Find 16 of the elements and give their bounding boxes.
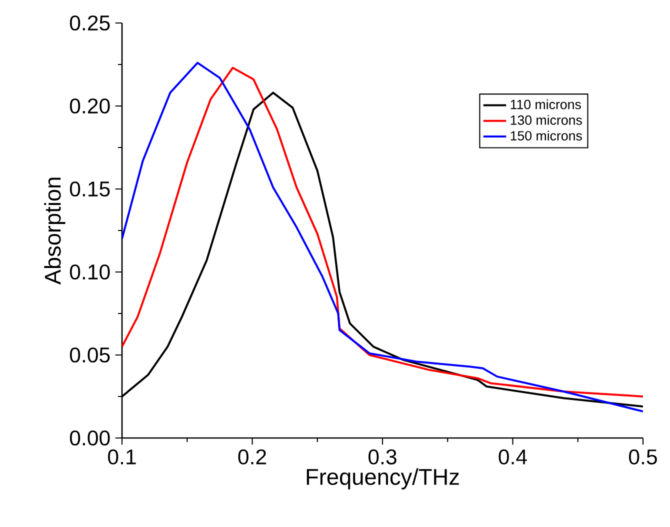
x-tick-label: 0.4: [498, 449, 527, 464]
x-axis-title: Frequency/THz: [306, 468, 459, 490]
x-tick-label: 0.3: [368, 449, 396, 464]
y-tick-label: 0.15: [70, 181, 110, 197]
legend-label: 130 microns: [510, 115, 582, 125]
x-tick-label: 0.2: [238, 449, 266, 464]
legend-label: 150 microns: [510, 130, 582, 141]
legend-label: 110 microns: [510, 99, 581, 110]
y-tick-label: 0.20: [70, 98, 110, 114]
y-tick-label: 0.05: [70, 347, 110, 363]
y-tick-label: 0.00: [70, 430, 110, 446]
x-tick-label: 0.5: [629, 449, 657, 464]
x-tick-label: 0.1: [108, 449, 136, 464]
y-tick-label: 0.10: [70, 264, 110, 280]
y-tick-label: 0.25: [70, 15, 110, 31]
y-axis-title: Absorption: [44, 178, 66, 285]
